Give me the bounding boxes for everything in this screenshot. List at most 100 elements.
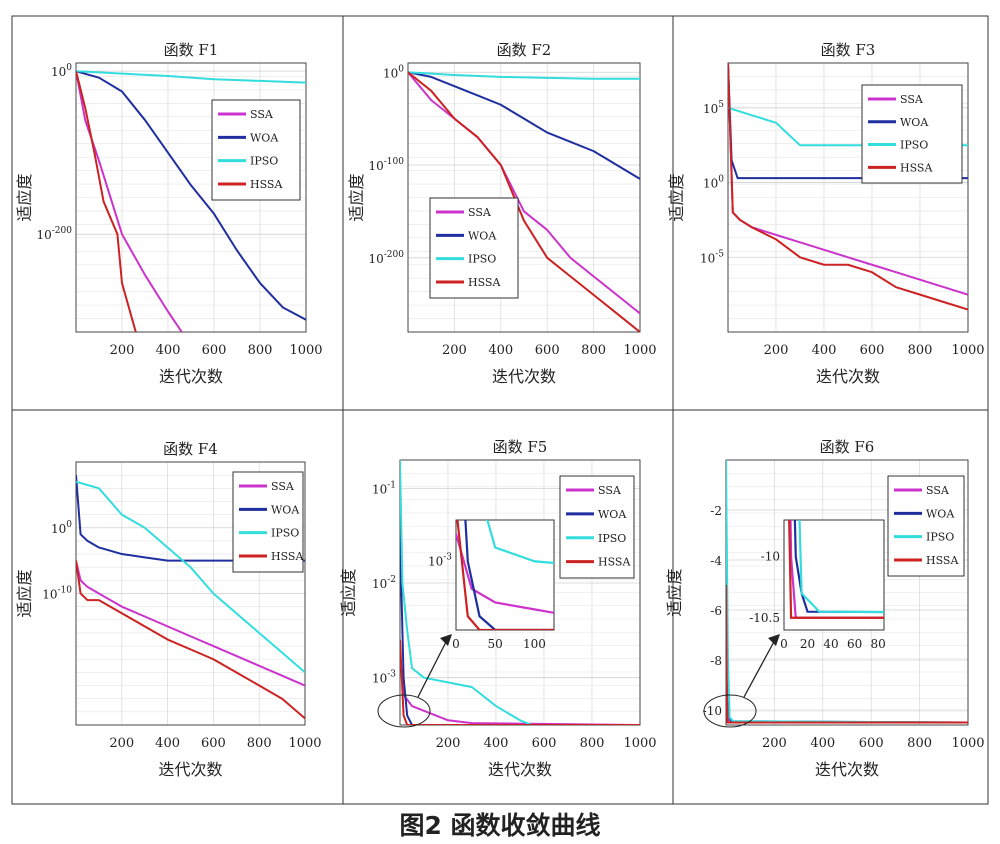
- x-tick-label: 600: [532, 736, 557, 751]
- zoom-marker-ellipse: [377, 694, 431, 728]
- legend-entry-woa: WOA: [926, 507, 955, 520]
- x-tick-label: 400: [810, 736, 835, 751]
- axes-box: [727, 62, 969, 333]
- zoom-arrow: [743, 637, 777, 698]
- x-tick-label: 400: [156, 343, 181, 358]
- series-line-ipso: [726, 460, 968, 724]
- series-line-ipso: [76, 480, 305, 674]
- y-tick-label: 105: [703, 100, 724, 116]
- chart-title: 函数 F6: [820, 438, 875, 456]
- legend-entry-ipso: IPSO: [926, 531, 954, 544]
- inset-series-ssa: [456, 533, 554, 614]
- legend-entry-ssa: SSA: [926, 484, 950, 497]
- inset-box: [455, 519, 555, 631]
- x-tick-label: 200: [442, 343, 467, 358]
- legend-entry-ssa: SSA: [900, 93, 924, 106]
- legend-entry-hssa: HSSA: [271, 550, 304, 563]
- chart-panel-4: 200 400 600 800 1000 100 10-10 函数 F4 迭代次数 适应度 SSA W…: [15, 440, 322, 779]
- chart-legend: SSA WOA IPSO HSSA: [211, 99, 301, 201]
- figure-caption: 图2 函数收敛曲线: [399, 811, 601, 840]
- y-tick-label: 10-1: [372, 480, 396, 496]
- inset-series-ssa: [789, 520, 884, 619]
- legend-entry-woa: WOA: [271, 503, 300, 516]
- x-tick-label: 400: [812, 343, 837, 358]
- x-tick-label: 800: [247, 736, 272, 751]
- y-tick-label: -8: [710, 654, 722, 668]
- legend-entry-ipso: IPSO: [271, 527, 299, 540]
- zoom-marker-ellipse: [703, 694, 757, 728]
- x-tick-label: 200: [764, 343, 789, 358]
- chart-legend: SSA WOA IPSO HSSA: [887, 475, 965, 577]
- legend-entry-woa: WOA: [598, 508, 627, 521]
- chart-title: 函数 F5: [493, 438, 548, 456]
- series-line-ssa: [408, 71, 640, 315]
- series-line-hssa: [726, 584, 968, 724]
- x-tick-label: 800: [580, 736, 605, 751]
- inset-series-hssa: [788, 520, 884, 619]
- chart-inset: 0 20 40 60 80 -10 -10.5: [703, 519, 886, 728]
- legend-entry-ssa: SSA: [468, 206, 492, 219]
- legend-entry-woa: WOA: [900, 116, 929, 129]
- y-tick-label: -10: [703, 704, 722, 718]
- legend-entry-hssa: HSSA: [598, 556, 631, 569]
- inset-x-tick-label: 100: [523, 637, 546, 651]
- chart-title: 函数 F4: [163, 440, 218, 458]
- inset-y-tick-label: -10: [761, 550, 780, 564]
- inset-series-woa: [793, 520, 884, 614]
- y-axis-label: 适应度: [15, 569, 34, 617]
- series-line-ssa: [76, 70, 183, 332]
- y-tick-label: 100: [383, 64, 404, 80]
- y-tick-label: 10-5: [700, 249, 724, 265]
- series-line-ipso: [400, 460, 640, 725]
- legend-entry-hssa: HSSA: [900, 161, 933, 174]
- x-tick-label: 800: [907, 736, 932, 751]
- chart-title: 函数 F1: [164, 41, 219, 59]
- legend-entry-ipso: IPSO: [598, 532, 626, 545]
- x-tick-label: 600: [202, 343, 227, 358]
- x-axis-label: 迭代次数: [492, 367, 556, 386]
- chart-panel-2: 200 400 600 800 1000 100 10-100 10-200 函数 F2 迭代次数…: [347, 41, 657, 386]
- x-tick-label: 400: [155, 736, 180, 751]
- y-tick-label: 10-200: [36, 226, 72, 242]
- y-axis-label: 适应度: [15, 173, 34, 221]
- legend-entry-ipso: IPSO: [468, 253, 496, 266]
- x-tick-label: 200: [110, 343, 135, 358]
- x-tick-label: 200: [436, 736, 461, 751]
- y-tick-label: 100: [51, 520, 72, 536]
- y-tick-label: -2: [710, 504, 722, 518]
- y-tick-label: 10-200: [368, 250, 404, 266]
- y-tick-label: 10-2: [372, 575, 396, 591]
- x-tick-label: 800: [908, 343, 933, 358]
- legend-entry-hssa: HSSA: [926, 554, 959, 567]
- x-tick-label: 600: [859, 736, 884, 751]
- x-tick-label: 1000: [623, 343, 656, 358]
- x-tick-label: 1000: [623, 736, 656, 751]
- series-line-hssa: [408, 71, 640, 332]
- inset-x-tick-label: 40: [823, 637, 838, 651]
- legend-entry-woa: WOA: [250, 131, 279, 144]
- inset-y-tick-label: 10-3: [428, 552, 452, 568]
- legend-entry-ipso: IPSO: [900, 139, 928, 152]
- axes-box: [75, 461, 306, 726]
- chart-legend: SSA WOA IPSO HSSA: [559, 475, 635, 579]
- series-line-woa: [408, 71, 640, 180]
- legend-entry-ssa: SSA: [598, 484, 622, 497]
- legend-entry-hssa: HSSA: [250, 178, 283, 191]
- series-line-hssa: [76, 560, 305, 720]
- series-line-hssa: [728, 63, 968, 311]
- chart-panel-1: 200 400 600 800 1000 100 10-200 函数 F1 迭代次数 适应度 SSA…: [15, 41, 323, 386]
- chart-panel-3: 200 400 600 800 1000 105 100 10-5 函数 F3 迭代次数 适应度 SS…: [667, 41, 985, 386]
- y-axis-label: 适应度: [665, 568, 684, 616]
- x-tick-label: 200: [762, 736, 787, 751]
- series-line-ssa: [400, 658, 640, 725]
- y-tick-label: -4: [710, 554, 722, 568]
- inset-x-tick-label: 0: [780, 637, 788, 651]
- series-line-ssa: [76, 560, 305, 687]
- x-tick-label: 600: [860, 343, 885, 358]
- series-line-hssa: [76, 70, 137, 332]
- y-tick-label: 10-100: [368, 157, 404, 173]
- series-line-woa: [400, 535, 640, 725]
